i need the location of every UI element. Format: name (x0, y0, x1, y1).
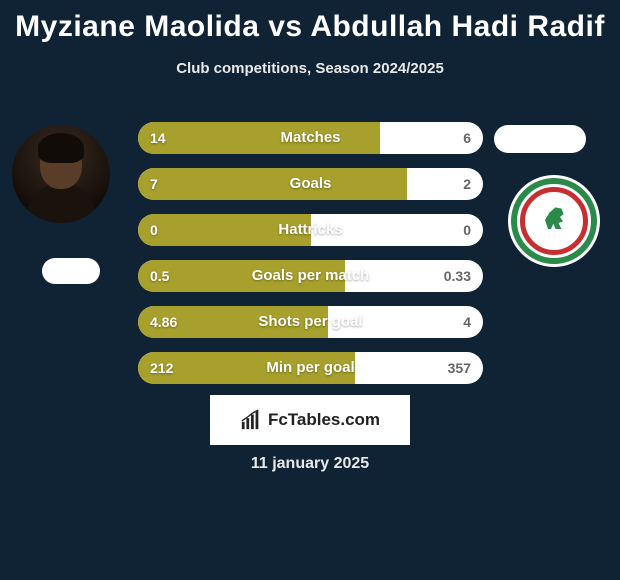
stat-right-value: 2 (463, 168, 471, 200)
date-label: 11 january 2025 (0, 455, 620, 473)
stat-row: Matches14 6 (138, 122, 483, 154)
stat-left-value: 4.86 (150, 306, 177, 338)
stats-container: Matches14 6 Goals7 2 Hattricks0 0 Goals per ma… (138, 122, 483, 398)
stat-right-value: 0 (463, 214, 471, 246)
stat-right-value: 4 (463, 306, 471, 338)
stat-row: Goals7 2 (138, 168, 483, 200)
stat-row: Shots per goal4.86 4 (138, 306, 483, 338)
fctables-watermark: FcTables.com (210, 395, 410, 445)
stat-label: Goals per match (138, 260, 483, 292)
stat-label: Shots per goal (138, 306, 483, 338)
stat-row: Hattricks0 0 (138, 214, 483, 246)
stat-left-value: 0.5 (150, 260, 169, 292)
stat-left-value: 14 (150, 122, 166, 154)
stat-row: Goals per match0.5 0.33 (138, 260, 483, 292)
page-title: Myziane Maolida vs Abdullah Hadi Radif (0, 0, 620, 44)
stat-left-value: 7 (150, 168, 158, 200)
stat-label: Min per goal (138, 352, 483, 384)
subtitle: Club competitions, Season 2024/2025 (0, 60, 620, 77)
stat-left-value: 212 (150, 352, 173, 384)
player2-placeholder-chip (494, 125, 586, 153)
stat-right-value: 0.33 (444, 260, 471, 292)
stat-right-value: 6 (463, 122, 471, 154)
chart-icon (240, 409, 262, 431)
fctables-label: FcTables.com (268, 410, 380, 430)
player1-club-chip (42, 258, 100, 284)
stat-left-value: 0 (150, 214, 158, 246)
stat-right-value: 357 (448, 352, 471, 384)
stat-label: Matches (138, 122, 483, 154)
player2-club-badge (508, 175, 600, 267)
stat-row: Min per goal212 357 (138, 352, 483, 384)
stat-label: Hattricks (138, 214, 483, 246)
player1-avatar (12, 125, 110, 223)
stat-label: Goals (138, 168, 483, 200)
